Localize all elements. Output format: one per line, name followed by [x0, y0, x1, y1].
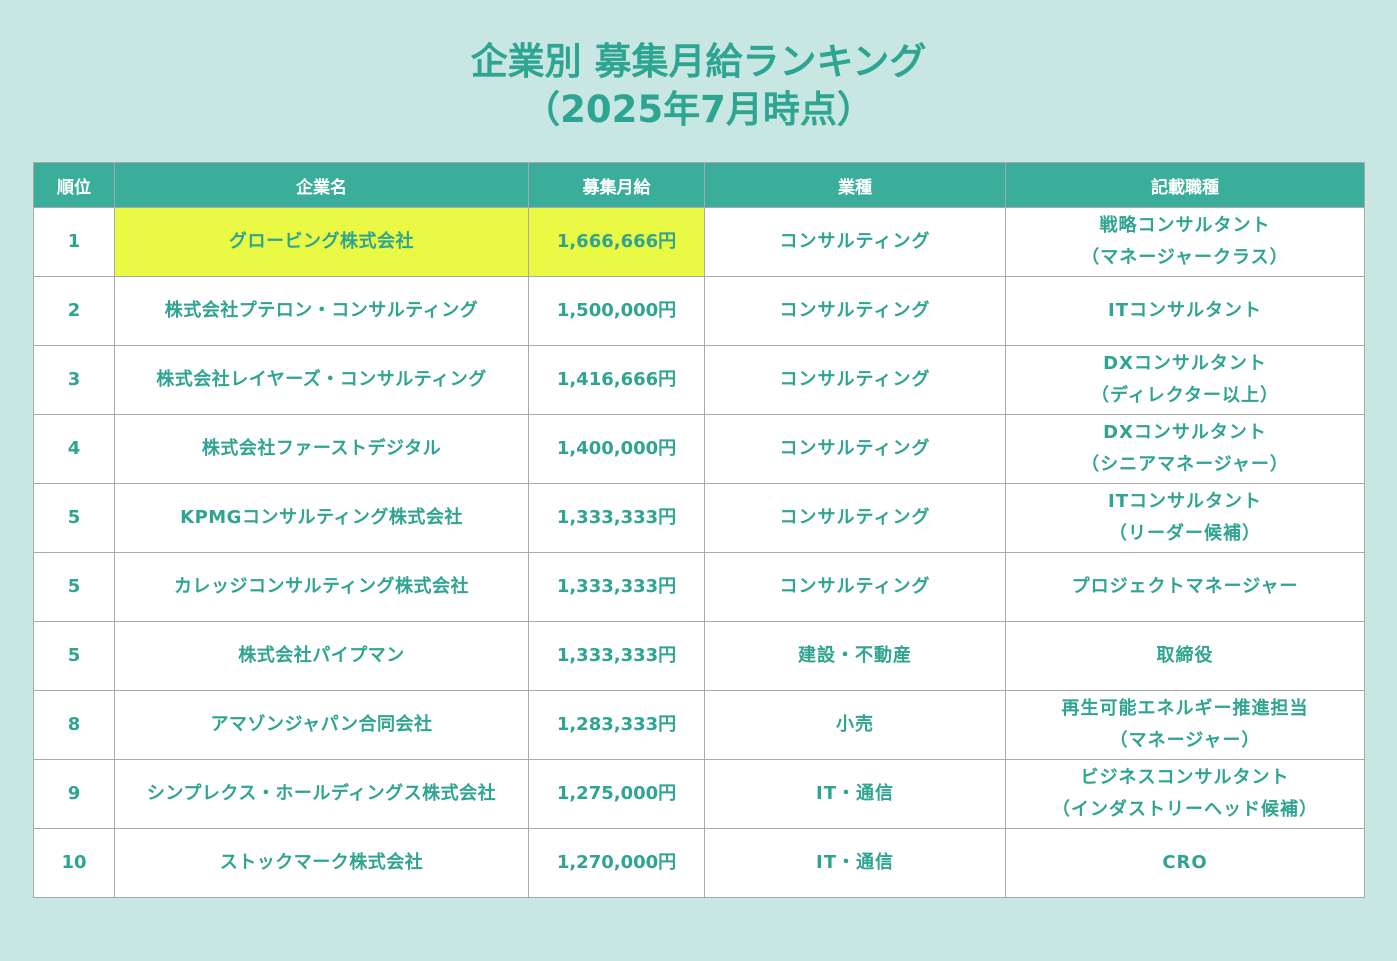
rank-cell: 9: [33, 759, 115, 829]
table-row: 5 カレッジコンサルティング株式会社 1,333,333円 コンサルティング プ…: [33, 552, 1365, 622]
industry-cell: コンサルティング: [704, 552, 1006, 622]
job-cell: CRO: [1005, 828, 1365, 898]
job-title: ビジネスコンサルタント: [1080, 767, 1290, 788]
salary-cell: 1,270,000円: [528, 828, 705, 898]
industry-cell: IT・通信: [704, 828, 1006, 898]
title-line-1: 企業別 募集月給ランキング: [470, 40, 927, 83]
table-row: 3 株式会社レイヤーズ・コンサルティング 1,416,666円 コンサルティング…: [33, 345, 1365, 415]
company-cell: 株式会社プテロン・コンサルティング: [114, 276, 529, 346]
table-header-row: 順位 企業名 募集月給 業種 記載職種: [33, 162, 1365, 208]
page-title: 企業別 募集月給ランキング （2025年7月時点）: [0, 38, 1397, 134]
job-subtitle: （シニアマネージャー）: [1081, 454, 1289, 475]
job-cell: 再生可能エネルギー推進担当 （マネージャー）: [1005, 690, 1365, 760]
company-cell: シンプレクス・ホールディングス株式会社: [114, 759, 529, 829]
industry-cell: IT・通信: [704, 759, 1006, 829]
rank-cell: 5: [33, 483, 115, 553]
company-cell: カレッジコンサルティング株式会社: [114, 552, 529, 622]
header-job: 記載職種: [1005, 162, 1365, 208]
industry-cell: 小売: [704, 690, 1006, 760]
rank-cell: 2: [33, 276, 115, 346]
company-cell: 株式会社ファーストデジタル: [114, 414, 529, 484]
salary-cell: 1,283,333円: [528, 690, 705, 760]
salary-cell: 1,666,666円: [528, 207, 705, 277]
job-cell: ITコンサルタント: [1005, 276, 1365, 346]
salary-cell: 1,333,333円: [528, 552, 705, 622]
rank-cell: 8: [33, 690, 115, 760]
table-row: 1 グロービング株式会社 1,666,666円 コンサルティング 戦略コンサルタ…: [33, 207, 1365, 277]
job-cell: プロジェクトマネージャー: [1005, 552, 1365, 622]
company-cell: ストックマーク株式会社: [114, 828, 529, 898]
job-cell: 取締役: [1005, 621, 1365, 691]
rank-cell: 3: [33, 345, 115, 415]
industry-cell: コンサルティング: [704, 414, 1006, 484]
salary-cell: 1,400,000円: [528, 414, 705, 484]
job-title: DXコンサルタント: [1103, 353, 1267, 374]
table-row: 8 アマゾンジャパン合同会社 1,283,333円 小売 再生可能エネルギー推進…: [33, 690, 1365, 760]
table-row: 5 KPMGコンサルティング株式会社 1,333,333円 コンサルティング I…: [33, 483, 1365, 553]
job-cell: DXコンサルタント （ディレクター以上）: [1005, 345, 1365, 415]
header-salary: 募集月給: [528, 162, 705, 208]
salary-cell: 1,333,333円: [528, 483, 705, 553]
job-subtitle: （マネージャー）: [1109, 730, 1261, 751]
ranking-table: 順位 企業名 募集月給 業種 記載職種 1 グロービング株式会社 1,666,6…: [33, 162, 1365, 898]
job-title: プロジェクトマネージャー: [1071, 576, 1299, 597]
company-cell: 株式会社パイプマン: [114, 621, 529, 691]
salary-cell: 1,333,333円: [528, 621, 705, 691]
company-cell: 株式会社レイヤーズ・コンサルティング: [114, 345, 529, 415]
salary-cell: 1,275,000円: [528, 759, 705, 829]
job-title: DXコンサルタント: [1103, 422, 1267, 443]
industry-cell: 建設・不動産: [704, 621, 1006, 691]
job-cell: DXコンサルタント （シニアマネージャー）: [1005, 414, 1365, 484]
header-company: 企業名: [114, 162, 529, 208]
company-cell: グロービング株式会社: [114, 207, 529, 277]
job-title: ITコンサルタント: [1108, 300, 1262, 321]
header-rank: 順位: [33, 162, 115, 208]
industry-cell: コンサルティング: [704, 276, 1006, 346]
table-row: 4 株式会社ファーストデジタル 1,400,000円 コンサルティング DXコン…: [33, 414, 1365, 484]
industry-cell: コンサルティング: [704, 345, 1006, 415]
rank-cell: 4: [33, 414, 115, 484]
table-row: 10 ストックマーク株式会社 1,270,000円 IT・通信 CRO: [33, 828, 1365, 898]
title-line-2: （2025年7月時点）: [523, 88, 874, 131]
job-title: CRO: [1162, 852, 1208, 873]
job-title: ITコンサルタント: [1108, 491, 1262, 512]
job-title: 取締役: [1156, 645, 1214, 666]
rank-cell: 5: [33, 621, 115, 691]
job-cell: ITコンサルタント （リーダー候補）: [1005, 483, 1365, 553]
rank-cell: 10: [33, 828, 115, 898]
job-title: 戦略コンサルタント: [1099, 215, 1271, 236]
table-row: 9 シンプレクス・ホールディングス株式会社 1,275,000円 IT・通信 ビ…: [33, 759, 1365, 829]
job-subtitle: （リーダー候補）: [1109, 523, 1261, 544]
rank-cell: 5: [33, 552, 115, 622]
header-industry: 業種: [704, 162, 1006, 208]
job-subtitle: （インダストリーヘッド候補）: [1052, 799, 1318, 820]
job-cell: 戦略コンサルタント （マネージャークラス）: [1005, 207, 1365, 277]
table-row: 5 株式会社パイプマン 1,333,333円 建設・不動産 取締役: [33, 621, 1365, 691]
company-cell: KPMGコンサルティング株式会社: [114, 483, 529, 553]
salary-cell: 1,416,666円: [528, 345, 705, 415]
rank-cell: 1: [33, 207, 115, 277]
industry-cell: コンサルティング: [704, 207, 1006, 277]
company-cell: アマゾンジャパン合同会社: [114, 690, 529, 760]
job-subtitle: （マネージャークラス）: [1081, 247, 1289, 268]
job-cell: ビジネスコンサルタント （インダストリーヘッド候補）: [1005, 759, 1365, 829]
table-row: 2 株式会社プテロン・コンサルティング 1,500,000円 コンサルティング …: [33, 276, 1365, 346]
job-subtitle: （ディレクター以上）: [1090, 385, 1280, 406]
industry-cell: コンサルティング: [704, 483, 1006, 553]
job-title: 再生可能エネルギー推進担当: [1061, 698, 1309, 719]
salary-cell: 1,500,000円: [528, 276, 705, 346]
